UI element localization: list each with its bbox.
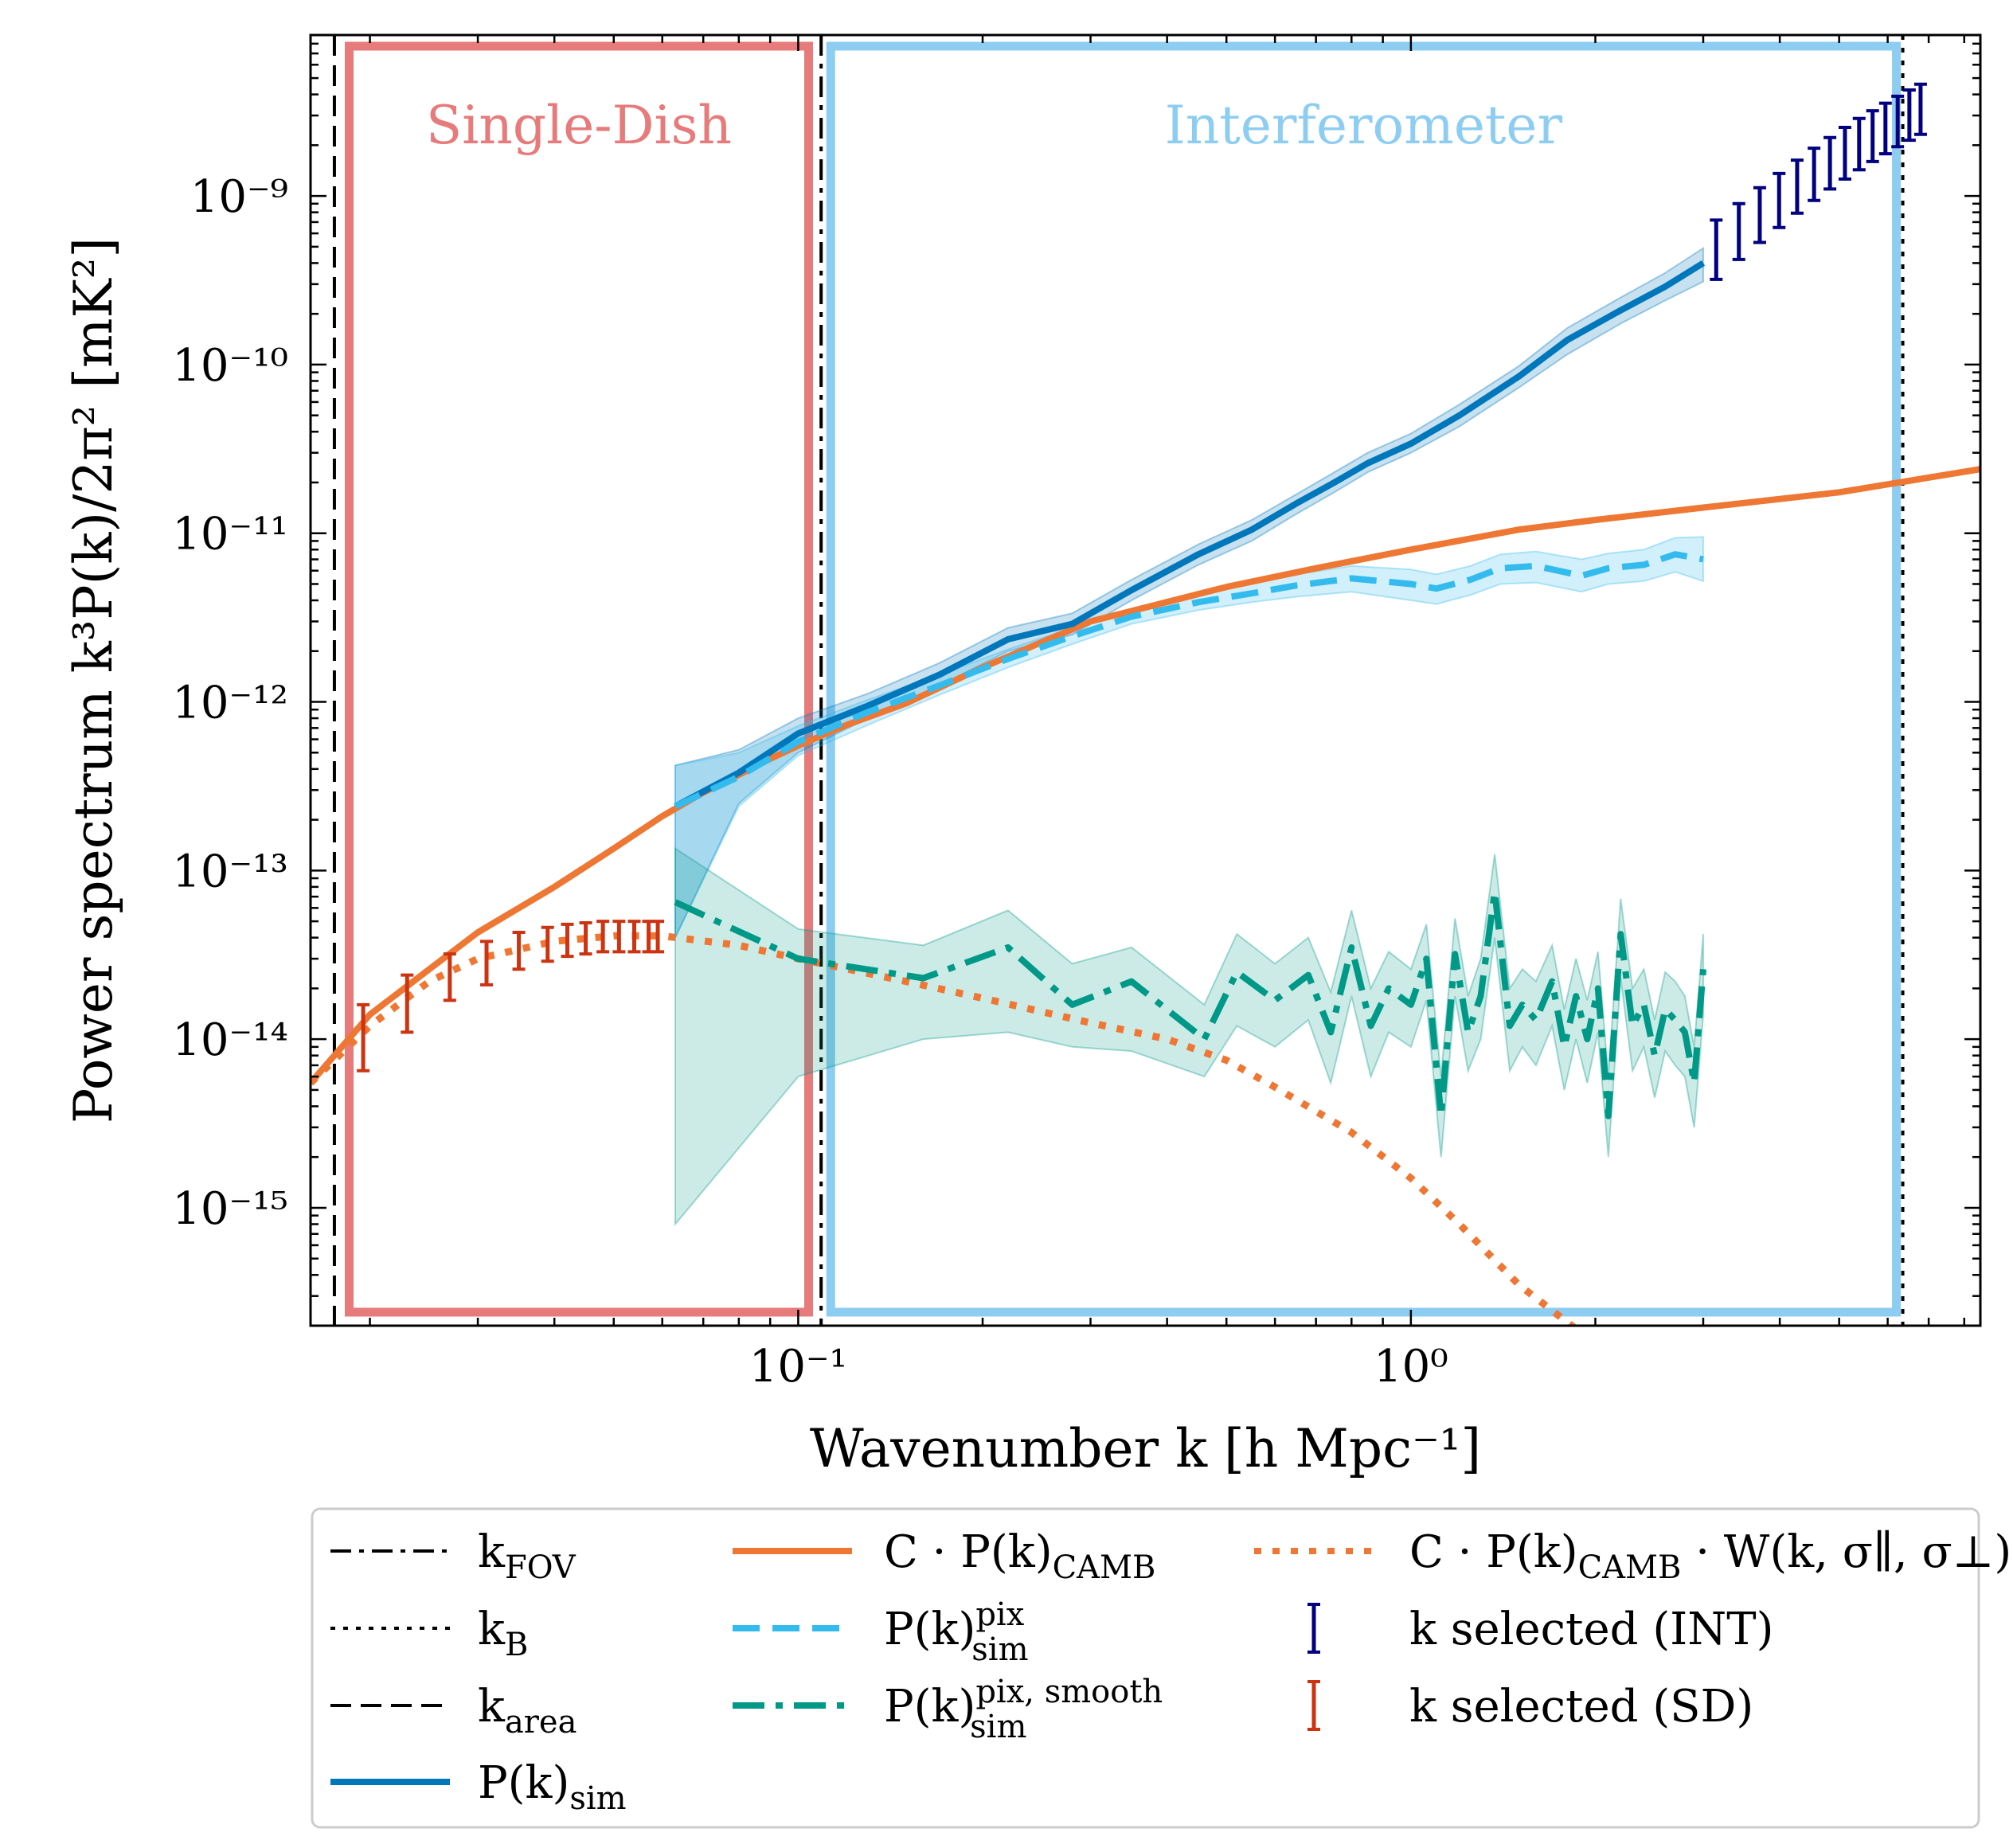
legend-label: P(k)pix, smooth sim <box>884 1674 1163 1745</box>
legend-label: kFOV <box>478 1526 577 1586</box>
selected-int-errorbar <box>1838 126 1851 181</box>
selected-sd-errorbar <box>443 952 456 1002</box>
legend-label-sup: pix <box>975 1596 1024 1633</box>
legend-label-sup: pix, smooth <box>975 1674 1163 1710</box>
legend-label-tail: · W(k, σ∥, σ⊥) <box>1681 1526 2011 1578</box>
legend-box <box>311 1507 1980 1829</box>
legend-label-sub: CAMB <box>1578 1549 1682 1586</box>
selected-sd-errorbar <box>596 920 610 954</box>
legend-item-kb: kB <box>330 1604 528 1663</box>
selected-sd-errorbar <box>561 922 574 959</box>
series-p-k-sim <box>674 260 1706 810</box>
selected-sd-errorbar <box>512 930 526 971</box>
legend-item-karea: karea <box>330 1681 577 1741</box>
region-label-single-dish: Single-Dish <box>426 95 732 156</box>
legend-label: C · P(k)CAMB <box>884 1526 1155 1586</box>
x-tick-label: 10⁰ <box>1374 1341 1448 1393</box>
axes: 10⁻¹ 10⁰ 10⁻⁹ 10⁻¹⁰ 10⁻¹¹ 10⁻¹² 10⁻¹³ 10⁻¹⁴ 10⁻¹… <box>63 33 1982 1479</box>
legend-label: P(k)sim <box>478 1757 627 1817</box>
legend-item-camb: C · P(k)CAMB <box>733 1526 1155 1586</box>
legend-label-main: k selected (SD) <box>1409 1681 1753 1733</box>
legend-label-main: C · P(k) <box>1409 1526 1578 1578</box>
legend-label: C · P(k)CAMB · W(k, σ∥, σ⊥) <box>1409 1526 2011 1586</box>
legend-label-sub: sim <box>971 1631 1028 1668</box>
legend-item-kfov: kFOV <box>330 1526 577 1586</box>
selected-int-errorbar <box>1823 135 1837 191</box>
selected-int-errorbar <box>1866 109 1879 163</box>
selected-sd-errorbar <box>480 940 494 987</box>
x-axis-label: Wavenumber k [h Mpc⁻¹] <box>810 1418 1481 1479</box>
legend-label-main: C · P(k) <box>884 1526 1053 1578</box>
selected-int-errorbar <box>1753 186 1766 244</box>
y-tick-label: 10⁻¹⁴ <box>172 1014 288 1066</box>
legend-label-sub: sim <box>569 1780 626 1817</box>
legend-label-main: k <box>478 1681 506 1733</box>
legend-item-selsd: k selected (SD) <box>1307 1680 1753 1733</box>
legend-label: kB <box>478 1604 528 1663</box>
legend-label-sub: sim <box>970 1709 1026 1745</box>
legend-label-main: k selected (INT) <box>1409 1604 1774 1655</box>
legend-label-main: P(k) <box>884 1681 975 1733</box>
plot-area: Single-Dish Interferometer <box>311 35 1980 1326</box>
selected-int-errorbar <box>1878 101 1892 156</box>
selected-int-errorbar <box>1732 201 1745 261</box>
selected-int-errorbar <box>1773 171 1786 229</box>
legend-label-main: P(k) <box>478 1757 569 1809</box>
region-box-single-dish <box>345 41 814 1317</box>
series-c-p-k-camb <box>311 466 1980 1085</box>
series-p-k-sim-pix-smooth <box>674 888 1706 1119</box>
legend-label: karea <box>478 1681 577 1741</box>
legend-label: k selected (INT) <box>1409 1604 1774 1655</box>
legend-label-sub: area <box>505 1704 577 1741</box>
plot-frame <box>309 33 1982 1327</box>
selected-int-errorbar <box>1808 147 1821 202</box>
region-box-interferometer <box>826 41 1902 1317</box>
y-axis-label: Power spectrum k³P(k)/2π² [mK²] <box>63 237 124 1123</box>
legend-label-sub: B <box>505 1627 528 1663</box>
legend-label-main: k <box>478 1604 506 1655</box>
region-label-interferometer: Interferometer <box>1165 95 1563 156</box>
y-tick-label: 10⁻¹⁵ <box>172 1183 288 1235</box>
y-tick-label: 10⁻⁹ <box>190 171 288 223</box>
legend-item-psim: P(k)sim <box>330 1757 627 1817</box>
selected-int-errorbar <box>1710 218 1723 281</box>
legend-label: P(k)pix sim <box>884 1596 1029 1668</box>
selected-int-errorbar <box>1790 158 1804 215</box>
x-tick-label: 10⁻¹ <box>749 1341 847 1393</box>
legend-label-main: k <box>478 1526 506 1578</box>
legend-item-cambw: C · P(k)CAMB · W(k, σ∥, σ⊥) <box>1254 1526 2011 1586</box>
legend-label: k selected (SD) <box>1409 1681 1753 1733</box>
selected-sd-errorbar <box>579 920 592 956</box>
selected-int-errorbar <box>1891 94 1905 149</box>
y-tick-label: 10⁻¹² <box>172 678 288 729</box>
selected-sd-errorbar <box>627 920 641 954</box>
legend-item-selint: k selected (INT) <box>1307 1603 1774 1655</box>
y-tick-label: 10⁻¹⁰ <box>172 340 288 392</box>
selected-sd-errorbar <box>612 920 626 954</box>
selected-sd-errorbar <box>401 973 414 1034</box>
y-tick-label: 10⁻¹¹ <box>172 509 288 561</box>
band-p-k-sim-pix-smooth <box>674 846 1704 1227</box>
selected-int-errorbar <box>1913 82 1927 136</box>
selected-sd-errorbar <box>357 1002 370 1072</box>
legend-label-sub: CAMB <box>1053 1549 1156 1586</box>
legend-label-sub: FOV <box>505 1549 577 1586</box>
selected-int-errorbar <box>1852 116 1866 172</box>
legend-label-main: P(k) <box>884 1604 975 1655</box>
legend-item-pixsmooth: P(k)pix, smooth sim <box>733 1674 1163 1745</box>
y-tick-label: 10⁻¹³ <box>172 846 288 897</box>
series-c-p-k-camb-w-k- <box>311 932 1578 1326</box>
selected-int-errorbar <box>1902 88 1916 143</box>
selected-sd-errorbar <box>541 925 554 963</box>
selected-sd-errorbar <box>651 920 665 954</box>
series-p-k-sim-pix <box>674 551 1704 810</box>
legend-item-pix: P(k)pix sim <box>733 1596 1029 1668</box>
